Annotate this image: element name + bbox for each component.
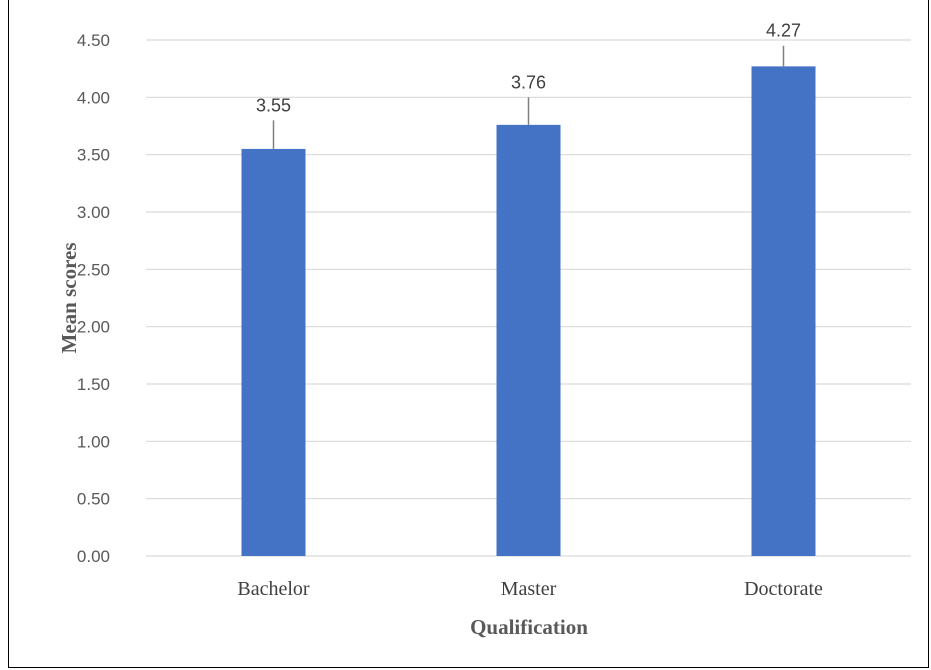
x-category-label: Master <box>501 578 557 600</box>
y-axis-title: Mean scores <box>57 243 81 354</box>
data-label: 3.55 <box>256 95 291 115</box>
y-tick-label: 0.50 <box>77 490 110 509</box>
y-tick-label: 3.00 <box>77 203 110 222</box>
x-category-label: Doctorate <box>744 578 823 600</box>
y-tick-label: 4.00 <box>77 88 110 107</box>
y-tick-label: 1.50 <box>77 375 110 394</box>
bar-chart: 0.00 0.50 1.00 1.50 2.00 2.50 3.00 3.50 4.00 4.50… <box>57 21 911 639</box>
data-label: 3.76 <box>511 72 546 92</box>
y-tick-label: 2.50 <box>77 260 110 279</box>
x-axis-title: Qualification <box>470 615 588 639</box>
chart-frame: 0.00 0.50 1.00 1.50 2.00 2.50 3.00 3.50 4.00 4.50… <box>8 0 929 668</box>
y-tick-label: 2.00 <box>77 318 110 337</box>
y-tick-label: 3.50 <box>77 146 110 165</box>
bar <box>751 66 816 556</box>
y-tick-label: 0.00 <box>77 547 110 566</box>
data-label: 4.27 <box>766 21 801 41</box>
y-tick-label: 4.50 <box>77 31 110 50</box>
y-tick-label: 1.00 <box>77 432 110 451</box>
x-category-label: Bachelor <box>237 578 310 600</box>
bar <box>496 124 561 556</box>
bar <box>241 148 306 556</box>
